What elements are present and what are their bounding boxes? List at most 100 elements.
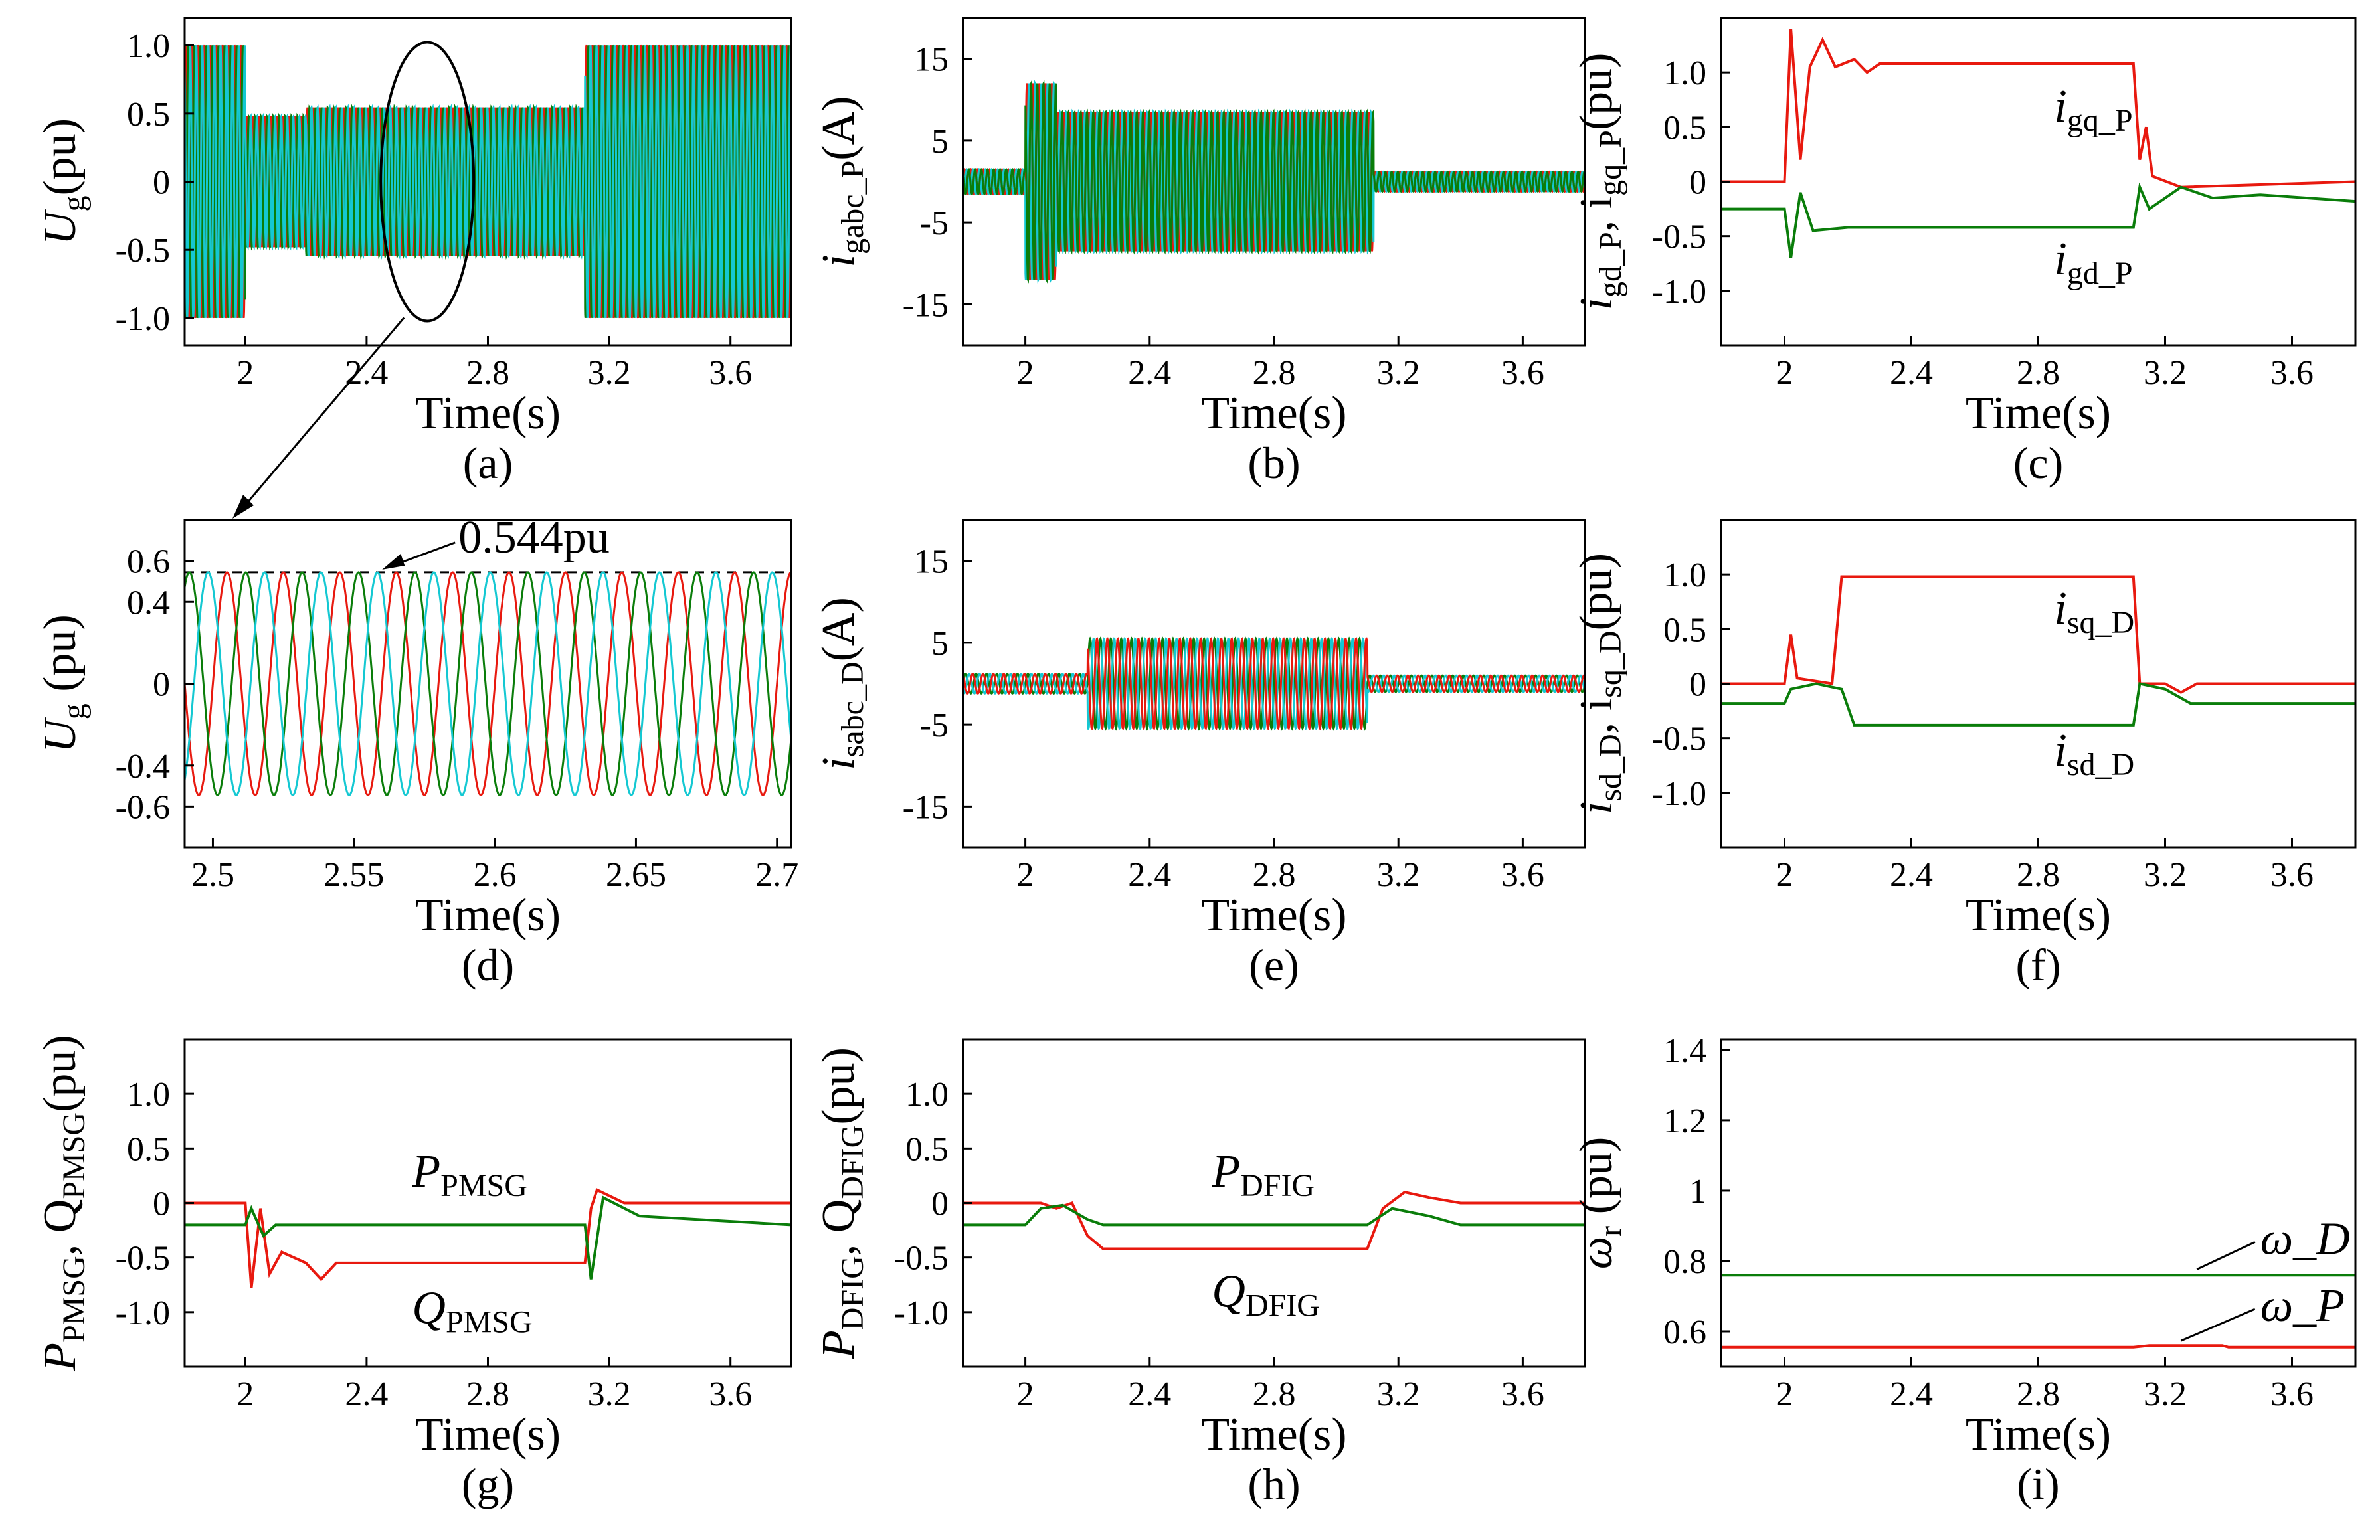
xtick-label-b-2: 2.8 xyxy=(1253,354,1296,392)
ytick-label-d-0: 0.6 xyxy=(127,543,170,581)
ylabel-h: PDFIG, QDFIG(pu) xyxy=(813,1047,870,1359)
xtick-label-d-4: 2.7 xyxy=(755,856,798,894)
series-a-1 xyxy=(185,44,791,319)
annotation-main: P xyxy=(411,1146,440,1197)
ylabel-sub: sabc_D xyxy=(835,661,870,757)
xtick-label-d-0: 2.5 xyxy=(191,856,234,894)
series-i-1 xyxy=(1721,1344,2355,1349)
ylabel-tail: , i xyxy=(1571,698,1622,734)
ytick-label-a-3: -0.5 xyxy=(116,232,170,270)
annotation-main: i xyxy=(2054,81,2066,132)
annotation-arrow xyxy=(2180,1308,2256,1342)
ytick-label-e-3: -15 xyxy=(903,788,949,826)
ylabel-sub: gd_P xyxy=(1593,232,1628,298)
annotation-f-0: isq_D xyxy=(2054,583,2134,640)
frame-c xyxy=(1720,17,2357,347)
xlabel-a: Time(s) xyxy=(415,388,561,439)
caption-b: (b) xyxy=(1247,438,1300,488)
annotation-i-0: ω_D xyxy=(2260,1213,2350,1264)
ylabel-sub2: PMSG xyxy=(56,1112,92,1199)
panel-h: 2 2.4 2.8 3.2 3.61.00.50-0.5-1.0Time(s)(h)PD… xyxy=(813,1038,1586,1509)
panel-d: 2.5 2.55 2.6 2.65 2.70.60.40-0.4-0.6Time(s)(… xyxy=(35,512,798,990)
xtick-label-h-2: 2.8 xyxy=(1253,1375,1296,1413)
ylabel-main: ω xyxy=(1571,1237,1622,1269)
xtick-label-b-3: 3.2 xyxy=(1377,354,1420,392)
panel-g: 2 2.4 2.8 3.2 3.61.00.50-0.5-1.0Time(s)(g)PP… xyxy=(35,1035,792,1509)
ylabel-tail: (pu) xyxy=(35,118,86,196)
ylabel-sub: g xyxy=(56,196,92,212)
ylabel-sub: gabc_P xyxy=(835,161,870,254)
xlabel-c: Time(s) xyxy=(1966,388,2111,439)
series-b-0 xyxy=(963,83,1585,280)
xlabel-i: Time(s) xyxy=(1966,1409,2111,1460)
ytick-label-a-0: 1.0 xyxy=(127,27,170,65)
ytick-label-c-2: 0 xyxy=(1689,164,1706,202)
zoom-arrowhead xyxy=(232,495,254,519)
ytick-label-c-0: 1.0 xyxy=(1663,54,1706,92)
xtick-label-c-2: 2.8 xyxy=(2017,354,2060,392)
xlabel-f: Time(s) xyxy=(1966,890,2111,941)
annotation-main: Q xyxy=(412,1282,446,1333)
ytick-label-g-3: -0.5 xyxy=(116,1240,170,1278)
ylabel-tail2: (pu) xyxy=(1571,553,1622,631)
xtick-label-c-4: 3.6 xyxy=(2270,354,2314,392)
series-g-0 xyxy=(185,1188,791,1288)
annotation-main: i xyxy=(2054,725,2066,776)
annotation-main: ω_P xyxy=(2260,1280,2345,1331)
ytick-label-g-0: 1.0 xyxy=(127,1076,170,1114)
caption-a: (a) xyxy=(463,438,513,488)
ylabel-main: P xyxy=(813,1330,864,1359)
ytick-label-i-0: 1.4 xyxy=(1663,1032,1706,1070)
ylabel-sub2: gq_P xyxy=(1593,130,1628,196)
ylabel-a: Ug(pu) xyxy=(35,118,92,245)
ytick-label-g-2: 0 xyxy=(153,1185,170,1223)
xtick-label-a-4: 3.6 xyxy=(709,354,752,392)
ylabel-c: igd_P, igq_P(pu) xyxy=(1571,53,1628,311)
plot-area-i xyxy=(1721,1274,2355,1349)
ylabel-main: P xyxy=(35,1343,86,1372)
xtick-label-i-2: 2.8 xyxy=(2017,1375,2060,1413)
panel-a: 2 2.4 2.8 3.2 3.6 1.0 0.5 0 -0.5 -1.0 Time(s)(a) Ug… xyxy=(35,17,792,488)
ytick-label-d-3: -0.4 xyxy=(116,748,170,786)
annotation-sub: DFIG xyxy=(1245,1288,1320,1324)
ytick-label-c-1: 0.5 xyxy=(1663,109,1706,147)
panel-c: 2 2.4 2.8 3.2 3.61.00.50-0.5-1.0Time(s)(c)ig… xyxy=(1571,17,2357,488)
series-c-0 xyxy=(1721,29,2355,189)
ylabel-g: PPMSG, QPMSG(pu) xyxy=(35,1035,92,1371)
annotation-g-1: QPMSG xyxy=(412,1282,532,1339)
ytick-label-i-4: 0.6 xyxy=(1663,1314,1706,1351)
xtick-label-d-1: 2.55 xyxy=(323,856,384,894)
annotation-sub: PMSG xyxy=(446,1304,533,1339)
xlabel-e: Time(s) xyxy=(1201,890,1346,941)
xtick-label-g-3: 3.2 xyxy=(588,1375,631,1413)
plot-area-h xyxy=(963,1190,1585,1250)
annotation-sub: sd_D xyxy=(2067,747,2134,782)
ytick-label-h-0: 1.0 xyxy=(905,1076,949,1114)
ytick-label-h-4: -1.0 xyxy=(894,1294,949,1332)
xtick-label-b-1: 2.4 xyxy=(1128,354,1171,392)
xtick-label-c-3: 3.2 xyxy=(2144,354,2187,392)
ylabel-tail: , Q xyxy=(813,1199,864,1256)
xtick-label-h-4: 3.6 xyxy=(1501,1375,1544,1413)
annotation-sub: PMSG xyxy=(440,1168,527,1203)
xtick-label-e-1: 2.4 xyxy=(1128,856,1171,894)
series-e-2 xyxy=(963,637,1585,730)
annotation-h-0: PDFIG xyxy=(1211,1146,1315,1203)
annotation-c-0: igq_P xyxy=(2054,81,2132,138)
series-d-2 xyxy=(185,571,791,796)
panel-b: 2 2.4 2.8 3.2 3.6 15 5 -5 -15 Time(s)(b) igabc_P(A… xyxy=(813,17,1586,488)
ytick-label-c-4: -1.0 xyxy=(1652,273,1706,311)
xtick-label-h-0: 2 xyxy=(1017,1375,1034,1413)
series-c-1 xyxy=(1721,182,2355,258)
annotation-main: ω_D xyxy=(2260,1213,2350,1264)
ytick-label-c-3: -0.5 xyxy=(1652,218,1706,256)
series-b-2 xyxy=(963,80,1585,284)
xtick-label-f-1: 2.4 xyxy=(1890,856,1933,894)
xtick-label-b-4: 3.6 xyxy=(1501,354,1544,392)
ytick-label-i-2: 1 xyxy=(1689,1173,1706,1211)
ylabel-tail: , i xyxy=(1571,196,1622,232)
plot-area-c xyxy=(1721,29,2355,258)
xtick-label-e-3: 3.2 xyxy=(1377,856,1420,894)
annotation-main: i xyxy=(2054,234,2066,285)
xtick-label-a-0: 2 xyxy=(236,354,254,392)
